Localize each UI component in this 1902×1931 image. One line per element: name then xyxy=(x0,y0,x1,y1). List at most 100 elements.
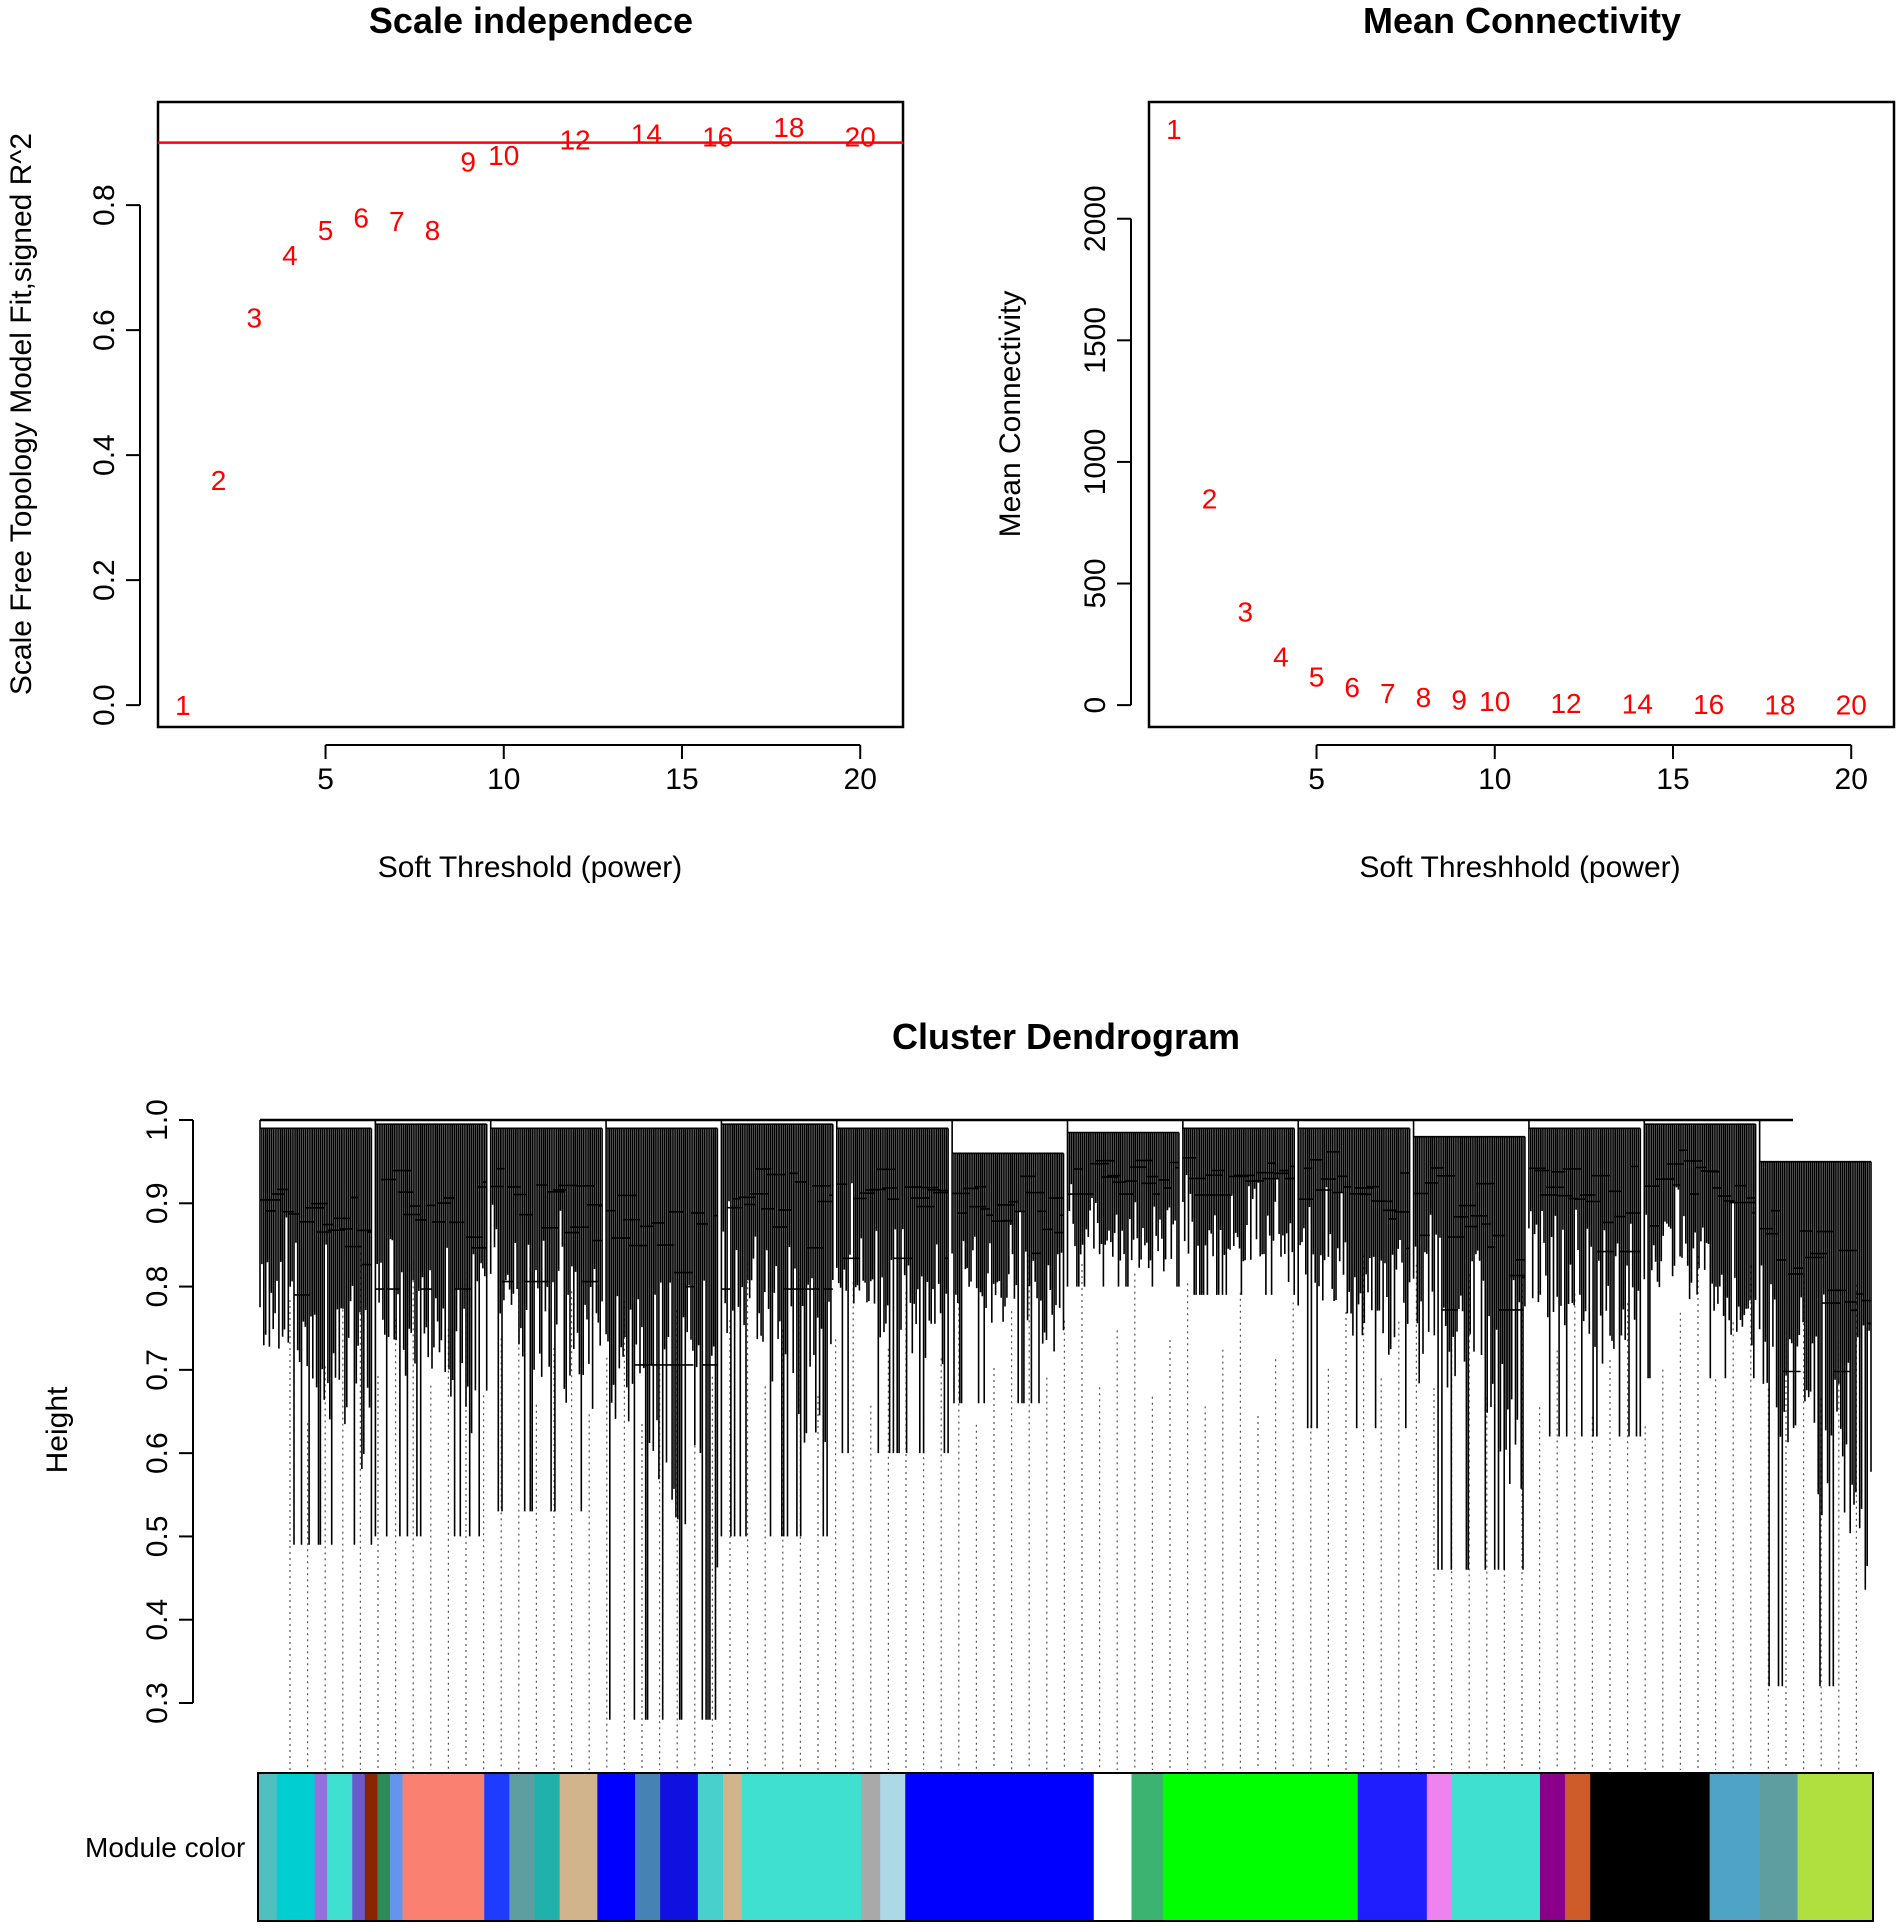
dendrogram-branch xyxy=(259,1120,373,1545)
dendrogram-branch xyxy=(489,1120,603,1512)
dendrogram-tree xyxy=(259,1118,1872,1720)
point-label: 18 xyxy=(773,112,804,143)
y-axis-dendrogram: 0.3 0.4 0.5 0.6 0.7 0.8 0.9 1.0 xyxy=(141,1099,194,1724)
point-label: 3 xyxy=(1237,596,1253,627)
dendrogram-branch xyxy=(1412,1120,1526,1570)
module-color-label: Module color xyxy=(85,1832,245,1863)
y-tick-label: 1000 xyxy=(1079,429,1112,496)
point-label: 16 xyxy=(1693,689,1724,720)
y-tick-label: 500 xyxy=(1079,558,1112,608)
module-color-segment xyxy=(364,1773,378,1921)
module-color-segment xyxy=(314,1773,328,1921)
module-color-segment xyxy=(1709,1773,1761,1921)
y-tick-label: 0.4 xyxy=(141,1599,174,1641)
point-label: 20 xyxy=(845,121,876,152)
module-color-segment xyxy=(1093,1773,1133,1921)
module-color-segment xyxy=(327,1773,353,1921)
dendrogram-branch xyxy=(605,1120,719,1720)
point-label: 20 xyxy=(1836,690,1867,721)
module-color-segment xyxy=(258,1773,278,1921)
x-axis-scale-independence: 5 10 15 20 xyxy=(317,744,877,796)
point-label: 3 xyxy=(246,303,262,334)
module-color-segment xyxy=(1131,1773,1164,1921)
module-color-segment xyxy=(509,1773,536,1921)
point-label: 8 xyxy=(425,215,441,246)
x-tick-label: 5 xyxy=(317,763,334,796)
point-label: 8 xyxy=(1416,682,1432,713)
x-tick-label: 15 xyxy=(1656,763,1689,796)
point-label: 16 xyxy=(702,121,733,152)
module-color-segment xyxy=(1565,1773,1591,1921)
point-label: 5 xyxy=(318,215,334,246)
module-color-segment xyxy=(1451,1773,1541,1921)
dendrogram-branch xyxy=(1182,1120,1295,1295)
dendrogram-branch xyxy=(1297,1120,1411,1429)
x-tick-label: 5 xyxy=(1308,763,1325,796)
ylabel-scale-independence: Scale Free Topology Model Fit,signed R^2 xyxy=(5,133,38,695)
module-color-segment xyxy=(660,1773,699,1921)
module-color-segment xyxy=(1426,1773,1453,1921)
module-color-segment xyxy=(880,1773,906,1921)
module-color-segment xyxy=(697,1773,724,1921)
point-label: 10 xyxy=(488,140,519,171)
y-tick-label: 0.6 xyxy=(141,1432,174,1474)
module-color-segment xyxy=(1357,1773,1428,1921)
module-color-segment xyxy=(861,1773,881,1921)
y-tick-label: 0.3 xyxy=(141,1682,174,1724)
x-axis-mean-connectivity: 5 10 15 20 xyxy=(1308,744,1868,796)
point-label: 12 xyxy=(559,125,590,156)
y-axis-scale-independence: 0.0 0.2 0.4 0.6 0.8 xyxy=(88,184,141,726)
y-tick-label: 0.0 xyxy=(88,684,121,726)
point-label: 2 xyxy=(1202,483,1218,514)
ylabel-mean-connectivity: Mean Connectivity xyxy=(994,291,1027,538)
x-tick-label: 10 xyxy=(487,763,520,796)
module-color-segment xyxy=(1759,1773,1799,1921)
x-tick-label: 20 xyxy=(844,763,877,796)
dendrogram-branch xyxy=(1758,1120,1872,1687)
point-label: 9 xyxy=(460,146,476,177)
point-label: 6 xyxy=(353,203,369,234)
y-tick-label: 1500 xyxy=(1079,307,1112,374)
title-scale-independence: Scale independece xyxy=(369,0,693,41)
point-label: 1 xyxy=(1166,114,1182,145)
module-color-segment xyxy=(389,1773,404,1921)
module-color-segment xyxy=(723,1773,743,1921)
y-tick-label: 1.0 xyxy=(141,1099,174,1141)
point-label: 4 xyxy=(1273,641,1289,672)
plot-frame-mean-connectivity xyxy=(1147,100,1896,729)
point-label: 12 xyxy=(1550,688,1581,719)
y-tick-label: 0.8 xyxy=(141,1266,174,1308)
dendrogram-guide-lines xyxy=(289,1252,1858,1770)
y-tick-label: 0.7 xyxy=(141,1349,174,1391)
x-tick-label: 20 xyxy=(1835,763,1868,796)
y-tick-label: 0.4 xyxy=(88,434,121,476)
point-label: 14 xyxy=(631,118,662,149)
x-tick-label: 10 xyxy=(1478,763,1511,796)
module-color-segment xyxy=(559,1773,598,1921)
module-color-segment xyxy=(597,1773,636,1921)
y-tick-label: 0.6 xyxy=(88,309,121,351)
panel-cluster-dendrogram: Cluster Dendrogram 0.3 0.4 0.5 0.6 0.7 0.8 0.9… xyxy=(41,1016,1874,1922)
point-label: 10 xyxy=(1479,686,1510,717)
module-color-segment xyxy=(276,1773,316,1921)
point-label: 6 xyxy=(1344,672,1360,703)
point-label: 7 xyxy=(1380,678,1396,709)
point-label: 7 xyxy=(389,206,405,237)
module-color-segment xyxy=(905,1773,1095,1921)
y-tick-label: 0 xyxy=(1079,697,1112,714)
point-label: 5 xyxy=(1309,661,1325,692)
dendrogram-branch xyxy=(1066,1120,1180,1287)
module-color-segment xyxy=(377,1773,391,1921)
y-tick-label: 2000 xyxy=(1079,185,1112,252)
module-color-segment xyxy=(484,1773,510,1921)
ylabel-dendrogram: Height xyxy=(41,1386,74,1473)
point-label: 14 xyxy=(1622,689,1653,720)
y-tick-label: 0.5 xyxy=(141,1516,174,1558)
module-color-segment xyxy=(352,1773,366,1921)
dendrogram-branch xyxy=(951,1120,1065,1404)
plot-frame-scale-independence xyxy=(156,100,905,729)
y-axis-mean-connectivity: 0 500 1000 1500 2000 xyxy=(1079,185,1132,714)
y-tick-label: 0.9 xyxy=(141,1182,174,1224)
